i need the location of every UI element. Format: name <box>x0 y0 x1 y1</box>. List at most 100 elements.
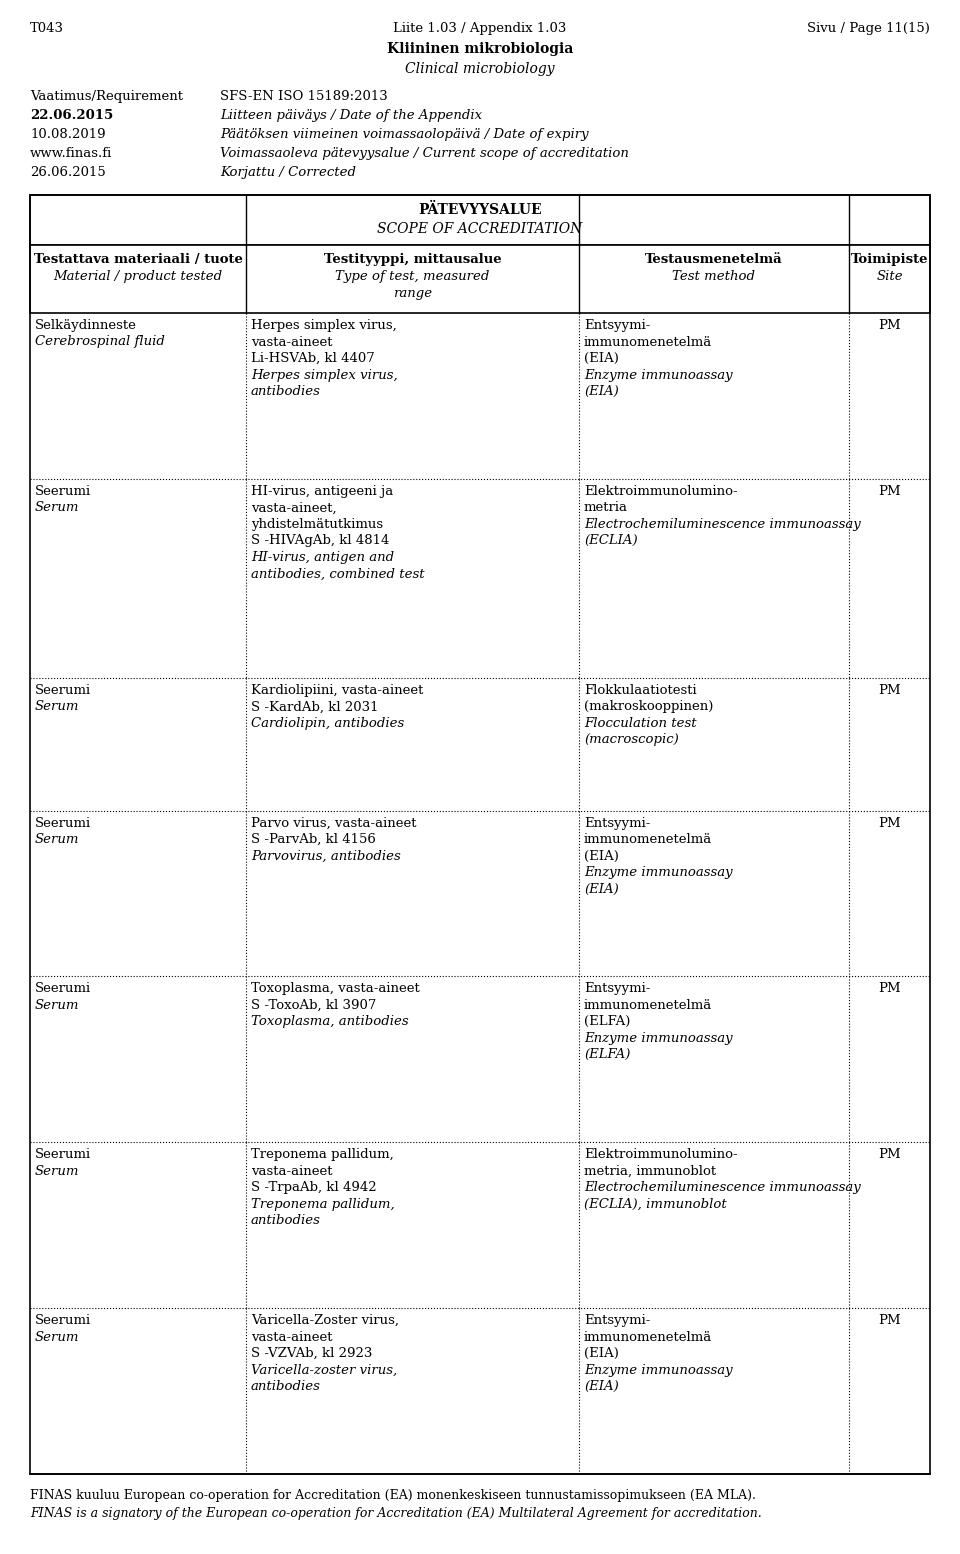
Text: S -ParvAb, kl 4156: S -ParvAb, kl 4156 <box>251 833 376 845</box>
Bar <box>30 194 930 246</box>
Text: Varicella-zoster virus,: Varicella-zoster virus, <box>251 1364 397 1377</box>
Text: metria, immunoblot: metria, immunoblot <box>584 1166 716 1178</box>
Text: Voimassaoleva pätevyysalue / Current scope of accreditation: Voimassaoleva pätevyysalue / Current sco… <box>220 148 629 160</box>
Text: Selkäydinneste: Selkäydinneste <box>35 319 137 333</box>
Text: Flocculation test: Flocculation test <box>584 716 697 730</box>
Text: Kardiolipiini, vasta-aineet: Kardiolipiini, vasta-aineet <box>251 684 423 696</box>
Text: (EIA): (EIA) <box>584 385 619 398</box>
Text: PM: PM <box>878 1315 900 1327</box>
Text: Li-HSVAb, kl 4407: Li-HSVAb, kl 4407 <box>251 353 374 365</box>
Text: Elektroimmunolumino-: Elektroimmunolumino- <box>584 1148 737 1161</box>
Text: Serum: Serum <box>35 701 80 713</box>
Text: www.finas.fi: www.finas.fi <box>30 148 112 160</box>
Text: PM: PM <box>878 982 900 996</box>
Text: Vaatimus/Requirement: Vaatimus/Requirement <box>30 90 183 103</box>
Text: Serum: Serum <box>35 999 80 1012</box>
Text: immunomenetelmä: immunomenetelmä <box>584 999 712 1012</box>
Text: Kliininen mikrobiologia: Kliininen mikrobiologia <box>387 42 573 56</box>
Text: Herpes simplex virus,: Herpes simplex virus, <box>251 319 396 333</box>
Text: (EIA): (EIA) <box>584 1380 619 1392</box>
Text: Site: Site <box>876 270 902 283</box>
Text: (ELFA): (ELFA) <box>584 1049 631 1061</box>
Text: S -VZVAb, kl 2923: S -VZVAb, kl 2923 <box>251 1347 372 1360</box>
Text: Serum: Serum <box>35 502 80 514</box>
Text: Herpes simplex virus,: Herpes simplex virus, <box>251 368 397 381</box>
Text: Entsyymi-: Entsyymi- <box>584 1315 650 1327</box>
Text: Cerebrospinal fluid: Cerebrospinal fluid <box>35 336 165 348</box>
Text: yhdistelmätutkimus: yhdistelmätutkimus <box>251 517 383 531</box>
Text: S -HIVAgAb, kl 4814: S -HIVAgAb, kl 4814 <box>251 535 390 547</box>
Text: immunomenetelmä: immunomenetelmä <box>584 336 712 348</box>
Text: S -TrpaAb, kl 4942: S -TrpaAb, kl 4942 <box>251 1181 376 1195</box>
Text: Enzyme immunoassay: Enzyme immunoassay <box>584 866 732 880</box>
Text: vasta-aineet: vasta-aineet <box>251 1330 332 1344</box>
Text: Seerumi: Seerumi <box>35 1315 91 1327</box>
Text: Testattava materiaali / tuote: Testattava materiaali / tuote <box>34 253 243 266</box>
Text: vasta-aineet,: vasta-aineet, <box>251 502 337 514</box>
Text: Treponema pallidum,: Treponema pallidum, <box>251 1198 395 1211</box>
Text: (EIA): (EIA) <box>584 883 619 895</box>
Text: (macroscopic): (macroscopic) <box>584 733 679 746</box>
Text: Toimipiste: Toimipiste <box>851 253 928 266</box>
Text: Serum: Serum <box>35 1166 80 1178</box>
Text: antibodies: antibodies <box>251 1380 321 1392</box>
Text: Toxoplasma, vasta-aineet: Toxoplasma, vasta-aineet <box>251 982 420 996</box>
Text: (ECLIA): (ECLIA) <box>584 535 637 547</box>
Text: S -ToxoAb, kl 3907: S -ToxoAb, kl 3907 <box>251 999 376 1012</box>
Text: Test method: Test method <box>673 270 756 283</box>
Text: Enzyme immunoassay: Enzyme immunoassay <box>584 368 732 381</box>
Text: (ELFA): (ELFA) <box>584 1015 631 1029</box>
Text: antibodies: antibodies <box>251 1214 321 1228</box>
Text: Electrochemiluminescence immunoassay: Electrochemiluminescence immunoassay <box>584 1181 861 1195</box>
Text: Material / product tested: Material / product tested <box>54 270 223 283</box>
Bar <box>30 194 930 1475</box>
Text: Liite 1.03 / Appendix 1.03: Liite 1.03 / Appendix 1.03 <box>394 22 566 36</box>
Text: Flokkulaatiotesti: Flokkulaatiotesti <box>584 684 697 696</box>
Text: metria: metria <box>584 502 628 514</box>
Text: Korjattu / Corrected: Korjattu / Corrected <box>220 166 356 179</box>
Text: Seerumi: Seerumi <box>35 982 91 996</box>
Text: 22.06.2015: 22.06.2015 <box>30 109 113 123</box>
Text: antibodies, combined test: antibodies, combined test <box>251 567 424 580</box>
Text: (makroskooppinen): (makroskooppinen) <box>584 701 713 713</box>
Text: antibodies: antibodies <box>251 385 321 398</box>
Text: Seerumi: Seerumi <box>35 1148 91 1161</box>
Text: T043: T043 <box>30 22 64 36</box>
Text: Testausmenetelmä: Testausmenetelmä <box>645 253 782 266</box>
Text: HI-virus, antigen and: HI-virus, antigen and <box>251 550 395 564</box>
Text: Päätöksen viimeinen voimassaolopäivä / Date of expiry: Päätöksen viimeinen voimassaolopäivä / D… <box>220 127 588 141</box>
Text: (EIA): (EIA) <box>584 1347 619 1360</box>
Text: Varicella-Zoster virus,: Varicella-Zoster virus, <box>251 1315 399 1327</box>
Text: Sivu / Page 11(15): Sivu / Page 11(15) <box>807 22 930 36</box>
Text: SFS-EN ISO 15189:2013: SFS-EN ISO 15189:2013 <box>220 90 388 103</box>
Text: Serum: Serum <box>35 833 80 845</box>
Text: S -KardAb, kl 2031: S -KardAb, kl 2031 <box>251 701 378 713</box>
Text: Entsyymi-: Entsyymi- <box>584 816 650 830</box>
Text: HI-virus, antigeeni ja: HI-virus, antigeeni ja <box>251 485 394 497</box>
Text: Seerumi: Seerumi <box>35 816 91 830</box>
Text: PÄTEVYYSALUE: PÄTEVYYSALUE <box>419 204 541 218</box>
Text: range: range <box>393 287 432 300</box>
Text: PM: PM <box>878 816 900 830</box>
Text: 26.06.2015: 26.06.2015 <box>30 166 106 179</box>
Text: Enzyme immunoassay: Enzyme immunoassay <box>584 1032 732 1044</box>
Text: Serum: Serum <box>35 1330 80 1344</box>
Text: Liitteen päiväys / Date of the Appendix: Liitteen päiväys / Date of the Appendix <box>220 109 482 123</box>
Text: Treponema pallidum,: Treponema pallidum, <box>251 1148 394 1161</box>
Text: vasta-aineet: vasta-aineet <box>251 336 332 348</box>
Text: (EIA): (EIA) <box>584 850 619 862</box>
Text: Clinical microbiology: Clinical microbiology <box>405 62 555 76</box>
Bar <box>30 246 930 312</box>
Text: Cardiolipin, antibodies: Cardiolipin, antibodies <box>251 716 404 730</box>
Text: FINAS kuuluu European co-operation for Accreditation (EA) monenkeskiseen tunnust: FINAS kuuluu European co-operation for A… <box>30 1489 756 1503</box>
Text: Parvo virus, vasta-aineet: Parvo virus, vasta-aineet <box>251 816 417 830</box>
Text: Parvovirus, antibodies: Parvovirus, antibodies <box>251 850 400 862</box>
Text: Toxoplasma, antibodies: Toxoplasma, antibodies <box>251 1015 409 1029</box>
Text: (EIA): (EIA) <box>584 353 619 365</box>
Text: Entsyymi-: Entsyymi- <box>584 319 650 333</box>
Text: (ECLIA), immunoblot: (ECLIA), immunoblot <box>584 1198 727 1211</box>
Text: Type of test, measured: Type of test, measured <box>335 270 490 283</box>
Text: Enzyme immunoassay: Enzyme immunoassay <box>584 1364 732 1377</box>
Text: 10.08.2019: 10.08.2019 <box>30 127 106 141</box>
Text: PM: PM <box>878 1148 900 1161</box>
